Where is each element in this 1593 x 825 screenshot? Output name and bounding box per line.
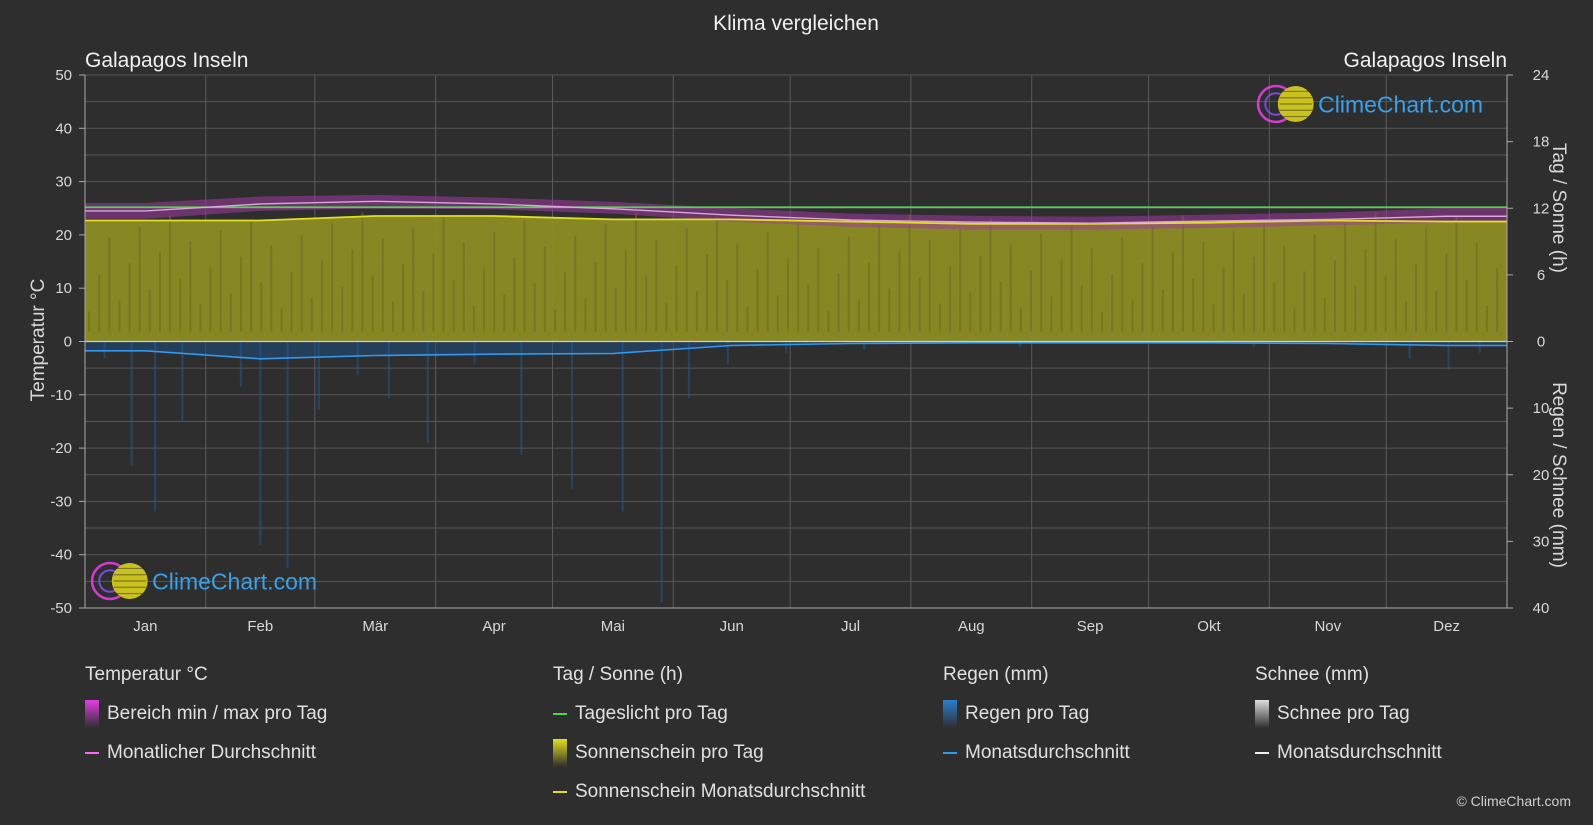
legend-swatch [553, 713, 567, 715]
y-right-top-tick-label: 24 [1533, 67, 1550, 84]
legend-group-title: Temperatur °C [85, 664, 208, 685]
legend-group-title: Schnee (mm) [1255, 664, 1370, 685]
y-left-tick-label: -20 [50, 440, 72, 457]
climechart-logo-top: ClimeChart.com [1256, 84, 1483, 124]
y-left-tick-label: 0 [64, 334, 72, 351]
legend-swatch [553, 791, 567, 793]
legend-label: Bereich min / max pro Tag [107, 703, 328, 724]
chart-title: Klima vergleichen [713, 12, 879, 35]
y-left-tick-label: 30 [55, 174, 72, 191]
legend-swatch [85, 700, 99, 728]
temperature-range-band [85, 194, 1507, 230]
x-tick-label: Jan [133, 618, 157, 635]
y-right-top-tick-label: 0 [1537, 334, 1545, 351]
x-tick-label: Jul [841, 618, 860, 635]
legend-swatch [1255, 752, 1269, 754]
legend-item: Schnee pro Tag [1255, 698, 1410, 730]
legend-label: Regen pro Tag [965, 703, 1090, 724]
y-right-top-tick-label: 18 [1533, 134, 1550, 151]
y-left-tick-label: 10 [55, 280, 72, 297]
rain-avg-line [85, 342, 1507, 360]
legend-item: Regen pro Tag [943, 698, 1089, 730]
legend-label: Sonnenschein pro Tag [575, 742, 764, 763]
legend-item: Bereich min / max pro Tag [85, 698, 327, 730]
y-left-tick-label: -50 [50, 600, 72, 617]
location-right: Galapagos Inseln [1344, 49, 1507, 72]
y-right-bottom-tick-label: 10 [1533, 400, 1550, 417]
x-tick-label: Mai [601, 618, 625, 635]
x-tick-label: Jun [720, 618, 744, 635]
y-left-label: Temperatur °C [28, 279, 49, 402]
legend-label: Monatsdurchschnitt [965, 742, 1130, 763]
location-left: Galapagos Inseln [85, 49, 248, 72]
legend-item: Monatsdurchschnitt [943, 737, 1130, 769]
legend-label: Monatlicher Durchschnitt [107, 742, 317, 763]
y-left-tick-label: -10 [50, 387, 72, 404]
legend-item: Monatlicher Durchschnitt [85, 737, 316, 769]
legend-item: Sonnenschein pro Tag [553, 737, 764, 769]
sunshine-avg-line [85, 215, 1507, 225]
climate-chart: Klima vergleichen Galapagos Inseln Galap… [28, 12, 1569, 635]
legend-item: Sonnenschein Monatsdurchschnitt [553, 776, 865, 808]
temperature-avg-line [85, 200, 1507, 224]
x-tick-label: Nov [1314, 618, 1341, 635]
sunshine-area [85, 216, 1507, 342]
x-tick-label: Feb [247, 618, 273, 635]
legend-swatch [85, 752, 99, 754]
y-left-tick-label: 20 [55, 227, 72, 244]
y-right-bottom-tick-label: 30 [1533, 533, 1550, 550]
x-tick-label: Apr [482, 618, 505, 635]
y-right-top-tick-label: 12 [1533, 200, 1550, 217]
y-right-bottom-label: Regen / Schnee (mm) [1548, 382, 1569, 568]
legend-label: Monatsdurchschnitt [1277, 742, 1442, 763]
legend-label: Tageslicht pro Tag [575, 703, 728, 724]
legend-item: Monatsdurchschnitt [1255, 737, 1442, 769]
logo-text: ClimeChart.com [1318, 91, 1483, 117]
logo-text: ClimeChart.com [152, 568, 317, 594]
climechart-logo-bottom: ClimeChart.com [90, 561, 317, 601]
x-tick-label: Sep [1077, 618, 1104, 635]
legend-item: Tageslicht pro Tag [553, 698, 728, 730]
y-right-top-label: Tag / Sonne (h) [1548, 143, 1569, 273]
y-left-tick-label: 50 [55, 67, 72, 84]
legend-swatch [553, 739, 567, 767]
y-right-top-tick-label: 6 [1537, 267, 1545, 284]
legend-group-title: Regen (mm) [943, 664, 1049, 685]
legend-group-title: Tag / Sonne (h) [553, 664, 683, 685]
legend-label: Schnee pro Tag [1277, 703, 1410, 724]
legend-label: Sonnenschein Monatsdurchschnitt [575, 781, 866, 802]
x-tick-label: Okt [1197, 618, 1221, 635]
y-right-bottom-tick-label: 40 [1533, 600, 1550, 617]
y-left-tick-label: 40 [55, 120, 72, 137]
legend-swatch [1255, 700, 1269, 728]
y-right-bottom-tick-label: 20 [1533, 467, 1550, 484]
x-tick-label: Dez [1433, 618, 1460, 635]
legend-swatch [943, 700, 957, 728]
x-tick-label: Aug [958, 618, 985, 635]
x-tick-label: Mär [362, 618, 388, 635]
copyright: © ClimeChart.com [1456, 793, 1571, 809]
y-left-tick-label: -40 [50, 547, 72, 564]
y-left-tick-label: -30 [50, 493, 72, 510]
legend-swatch [943, 752, 957, 754]
